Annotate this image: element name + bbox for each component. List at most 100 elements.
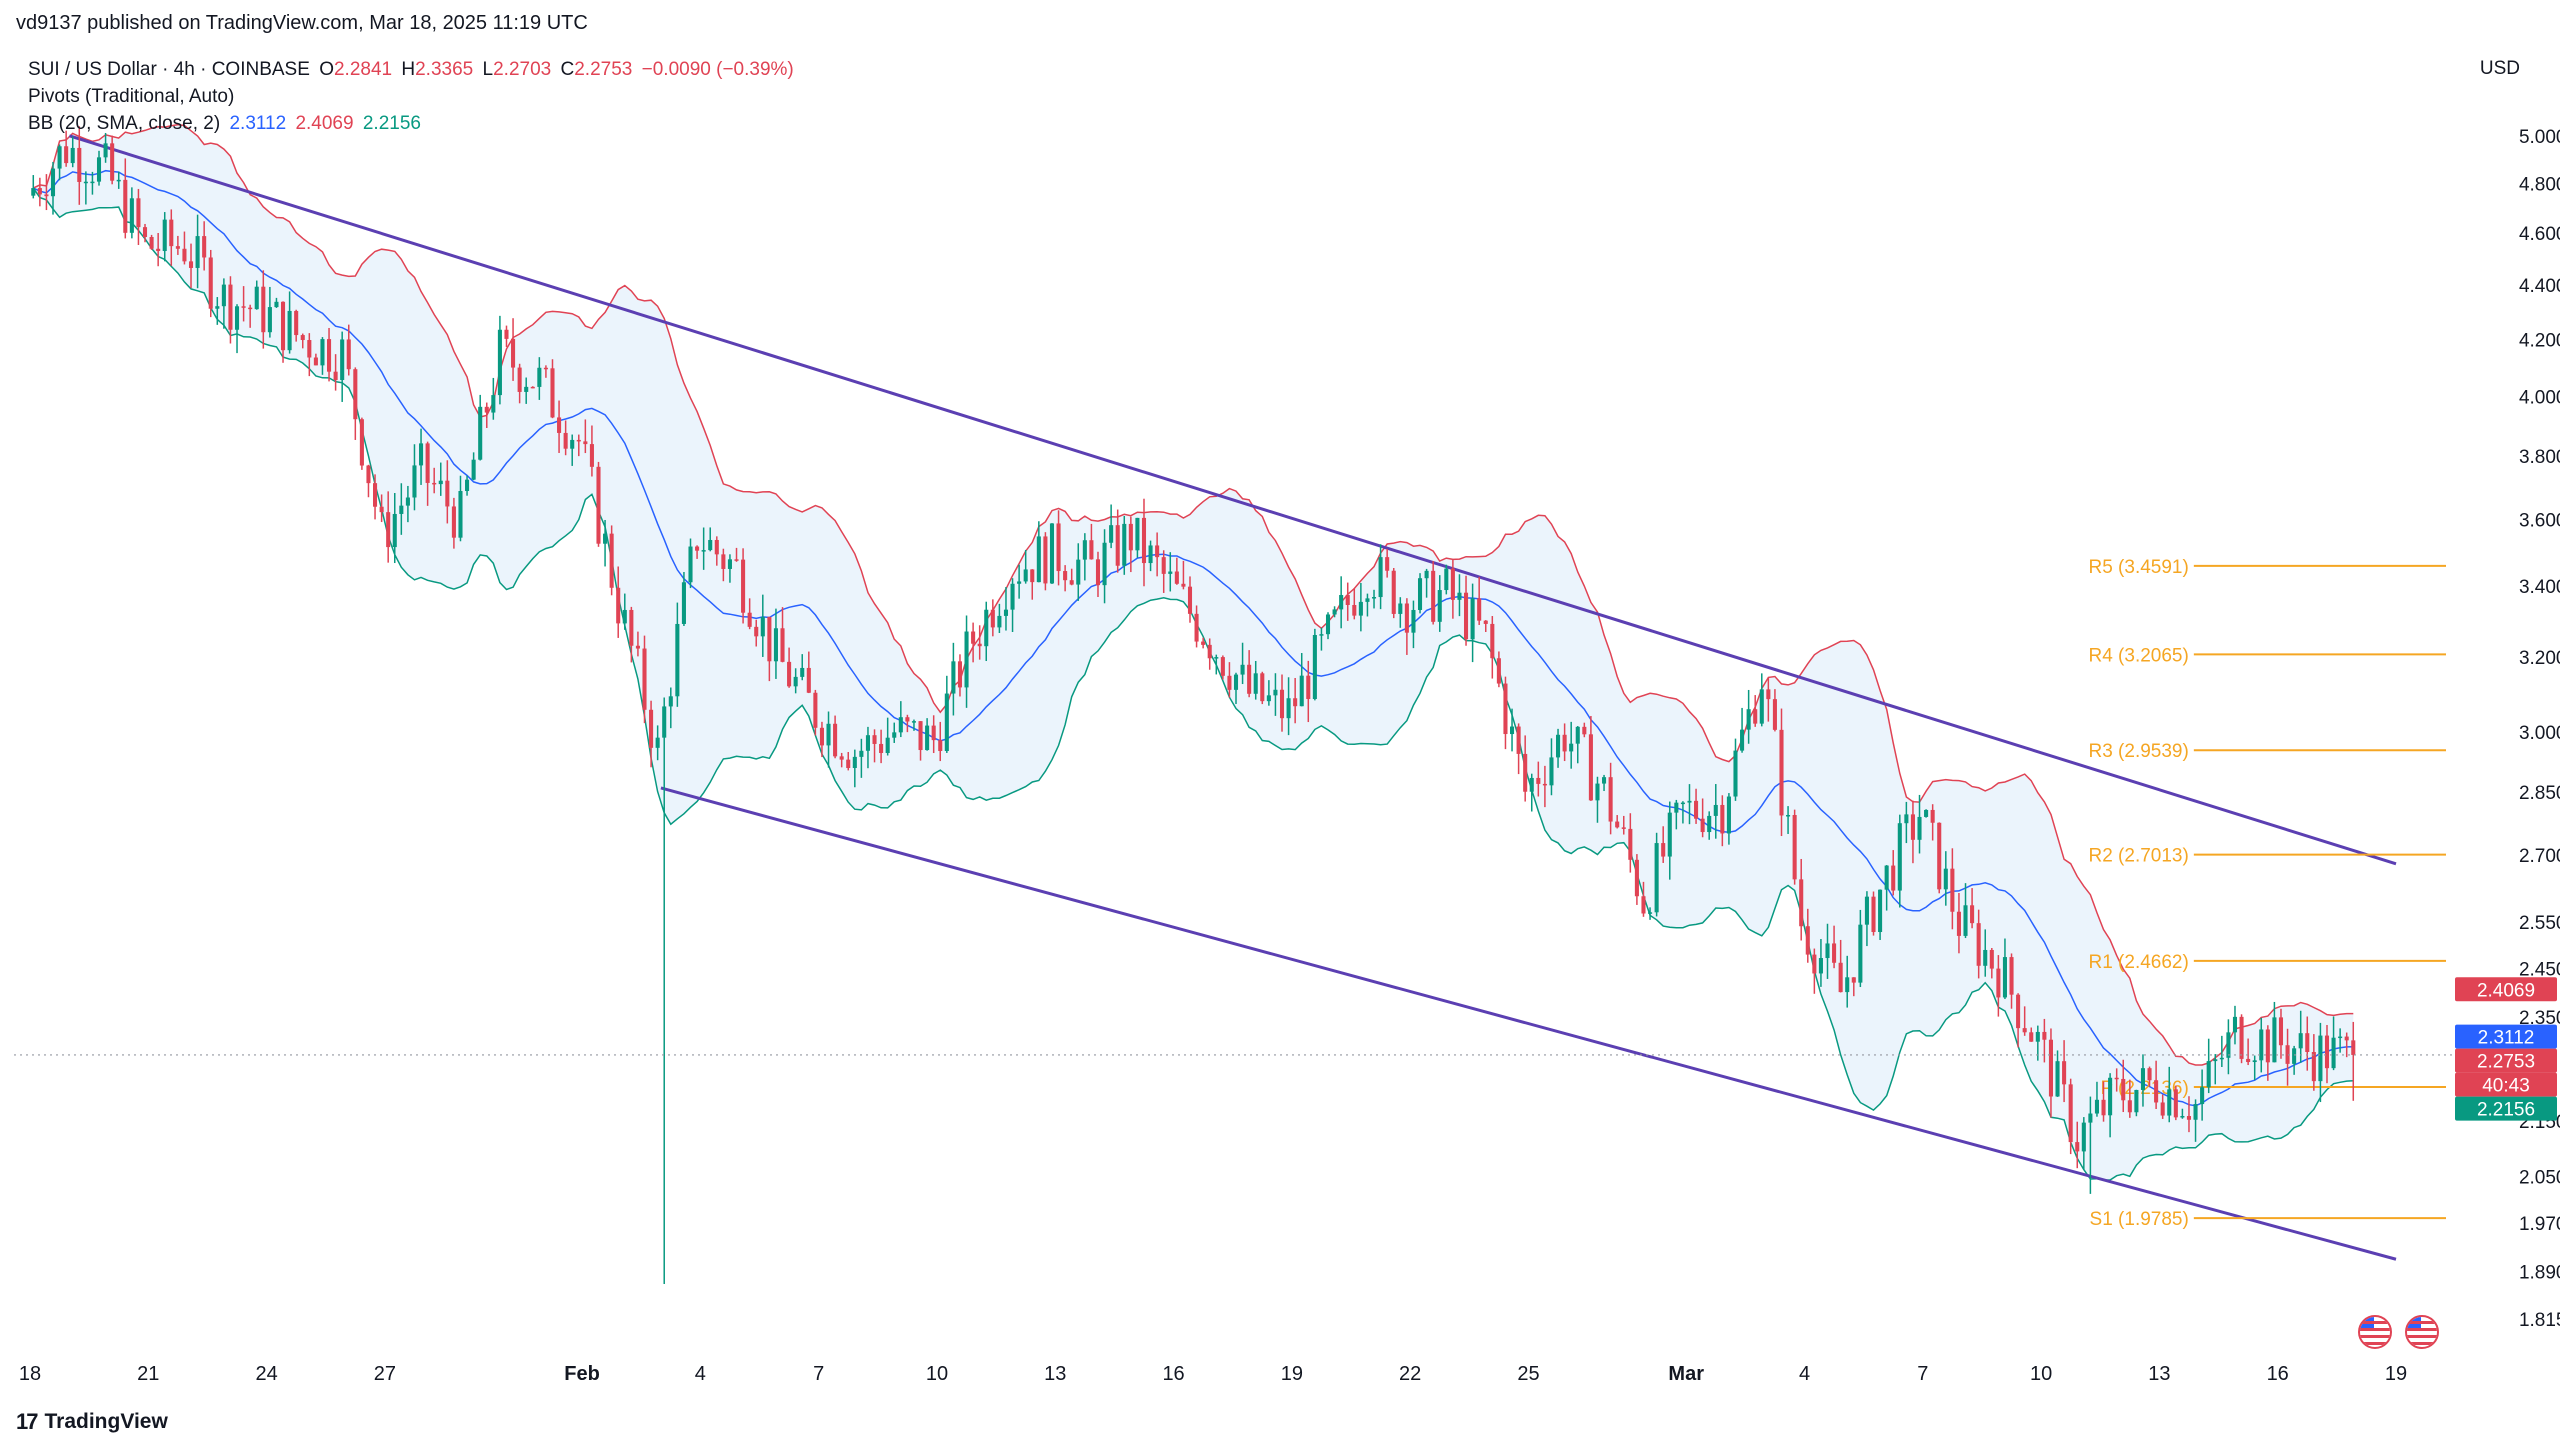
candle-body xyxy=(1759,689,1764,724)
candle-body xyxy=(1707,815,1712,833)
candle-body xyxy=(2219,1057,2224,1060)
candle-body xyxy=(1851,977,1856,983)
candle-body xyxy=(1674,802,1679,813)
candle-body xyxy=(662,706,667,738)
candle-body xyxy=(1766,689,1771,700)
candle-body xyxy=(1319,634,1324,636)
tradingview-logo-icon: 17 xyxy=(16,1409,39,1434)
pivots-indicator-label[interactable]: Pivots (Traditional, Auto) xyxy=(28,86,235,107)
candle-body xyxy=(1339,595,1344,610)
candle-body xyxy=(2344,1036,2349,1041)
candle-body xyxy=(44,194,49,197)
candle-body xyxy=(2147,1068,2152,1081)
candle-body xyxy=(432,482,437,485)
candle-body xyxy=(1030,569,1035,583)
price-axis-tag-label: 2.4069 xyxy=(2477,980,2535,1001)
symbol-name[interactable]: SUI / US Dollar · 4h · COINBASE xyxy=(28,59,310,80)
candle-body xyxy=(1168,571,1173,574)
candle-body xyxy=(1687,800,1692,803)
candle-body xyxy=(2278,1017,2284,1046)
candle-body xyxy=(1582,726,1587,735)
y-axis-tick-label: 4.0000 xyxy=(2519,387,2560,408)
candle-body xyxy=(1201,641,1206,645)
candle-body xyxy=(1812,954,1817,974)
candle-body xyxy=(833,723,838,757)
x-axis-tick-label: 21 xyxy=(137,1363,159,1385)
candle-body xyxy=(767,616,772,662)
candle-body xyxy=(1385,557,1390,571)
candle-body xyxy=(202,236,207,258)
candle-body xyxy=(1128,523,1133,551)
candle-body xyxy=(484,406,489,413)
y-axis-tick-label: 4.8000 xyxy=(2519,174,2560,195)
us-flag-icon[interactable] xyxy=(2358,1315,2392,1349)
candle-body xyxy=(1003,609,1009,616)
candle-body xyxy=(1253,673,1258,694)
candle-body xyxy=(2285,1045,2290,1064)
candle-body xyxy=(1155,545,1160,558)
bb-basis-value: 2.3112 xyxy=(229,113,287,134)
candle-body xyxy=(1602,777,1607,784)
bb-indicator-label[interactable]: BB (20, SMA, close, 2) xyxy=(28,113,221,134)
candle-body xyxy=(1043,536,1048,584)
x-axis-tick-label: 13 xyxy=(1044,1363,1066,1385)
candle-body xyxy=(1536,777,1541,784)
pivot-level-label: R4 (3.2065) xyxy=(2088,645,2188,666)
candle-body xyxy=(2062,1061,2067,1085)
y-axis-tick-label: 1.8150 xyxy=(2519,1310,2560,1331)
candle-body xyxy=(1608,777,1613,822)
legend-pivots-row[interactable]: Pivots (Traditional, Auto) xyxy=(28,83,798,110)
candle-body xyxy=(504,329,509,339)
candle-body xyxy=(839,756,844,760)
candle-body xyxy=(83,181,88,184)
legend-bb-row[interactable]: BB (20, SMA, close, 2) 2.3112 2.4069 2.2… xyxy=(28,110,798,137)
candle-body xyxy=(517,367,522,392)
candle-body xyxy=(865,735,870,751)
candle-body xyxy=(1187,586,1193,614)
pivot-level-label: R3 (2.9539) xyxy=(2088,741,2188,762)
candle-body xyxy=(1628,828,1633,860)
candle-body xyxy=(267,307,272,333)
candle-body xyxy=(248,307,253,310)
candle-body xyxy=(668,696,673,707)
candle-body xyxy=(1233,674,1239,690)
price-axis-tag-label: 2.3112 xyxy=(2478,1028,2535,1049)
candle-body xyxy=(734,559,739,561)
bollinger-band-fill xyxy=(33,124,2354,1181)
candle-body xyxy=(1956,911,1961,936)
candle-body xyxy=(1260,673,1265,702)
candle-body xyxy=(50,168,56,197)
us-flag-icon[interactable] xyxy=(2405,1315,2439,1349)
candle-body xyxy=(2101,1099,2106,1116)
candle-body xyxy=(1529,777,1534,792)
candle-body xyxy=(977,643,982,647)
candle-body xyxy=(465,479,470,492)
candle-body xyxy=(425,443,430,483)
tradingview-logo[interactable]: 17 TradingView xyxy=(16,1409,168,1435)
candle-body xyxy=(1437,590,1442,622)
ohlc-low-value: 2.2703 xyxy=(493,59,552,80)
candle-body xyxy=(57,146,62,169)
candle-body xyxy=(31,188,36,196)
candle-body xyxy=(1976,923,1981,966)
candle-body xyxy=(2042,1031,2047,1040)
price-axis-tag xyxy=(2455,1096,2557,1121)
candle-body xyxy=(1654,843,1659,913)
candle-body xyxy=(1983,949,1988,966)
candle-body xyxy=(1404,603,1409,633)
candle-body xyxy=(2134,1089,2139,1113)
candle-body xyxy=(557,417,562,433)
legend-symbol-row[interactable]: SUI / US Dollar · 4h · COINBASE O2.2841 … xyxy=(28,56,798,83)
y-axis-tick-label: 2.7000 xyxy=(2519,846,2560,867)
y-axis-tick-label: 2.0500 xyxy=(2519,1168,2560,1189)
bb-upper-value: 2.4069 xyxy=(295,113,354,134)
pivot-level-label: S1 (1.9785) xyxy=(2090,1209,2189,1230)
ohlc-high-label: H xyxy=(401,59,416,80)
candle-body xyxy=(1082,540,1087,560)
y-axis-tick-label: 4.6000 xyxy=(2519,224,2560,245)
currency-label[interactable]: USD xyxy=(2479,58,2520,79)
price-axis-tag-label: 2.2753 xyxy=(2477,1052,2535,1073)
candle-body xyxy=(622,609,627,624)
candle-body xyxy=(359,419,364,466)
